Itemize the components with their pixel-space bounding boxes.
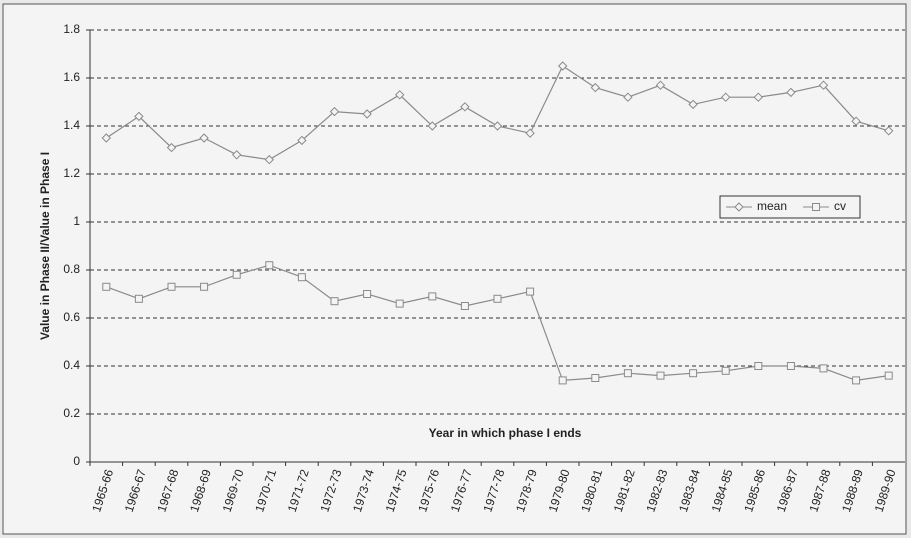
data-point xyxy=(656,371,665,380)
y-tick-label: 0.8 xyxy=(63,262,80,276)
data-point xyxy=(297,135,307,146)
data-point xyxy=(460,302,469,310)
y-tick-label: 0.4 xyxy=(63,358,80,372)
data-point xyxy=(264,154,275,165)
y-tick-label: 1.2 xyxy=(63,166,80,180)
data-point xyxy=(363,290,372,298)
y-tick-label: 1.4 xyxy=(63,118,80,132)
data-point xyxy=(623,92,633,102)
data-point xyxy=(655,80,666,90)
y-axis-label: Value in Phase II/Value in Phase I xyxy=(38,152,52,340)
data-point xyxy=(134,294,143,303)
data-point xyxy=(526,287,535,296)
y-tick-label: 1.6 xyxy=(63,70,80,84)
data-point xyxy=(558,376,567,385)
data-point xyxy=(884,371,893,380)
data-point xyxy=(557,61,568,71)
data-point xyxy=(720,92,731,102)
data-point xyxy=(721,366,730,375)
data-point xyxy=(427,121,438,131)
data-point xyxy=(754,362,763,370)
data-point xyxy=(101,133,112,143)
legend-box xyxy=(719,195,861,219)
data-point xyxy=(232,270,241,279)
data-point xyxy=(493,294,502,303)
data-point xyxy=(786,87,796,98)
y-tick-label: 0.6 xyxy=(63,310,80,324)
data-point xyxy=(297,273,306,282)
y-tick-label: 0 xyxy=(73,454,80,468)
legend-marker xyxy=(734,202,744,212)
data-point xyxy=(460,102,470,112)
data-point xyxy=(590,82,601,93)
data-point xyxy=(492,121,503,131)
data-point xyxy=(394,90,405,100)
legend-label: mean xyxy=(757,199,787,213)
data-point xyxy=(231,150,242,160)
data-point xyxy=(167,282,176,291)
data-point xyxy=(200,282,209,291)
data-point xyxy=(819,364,828,373)
data-point xyxy=(166,142,177,153)
data-point xyxy=(689,369,698,378)
data-point xyxy=(102,282,111,291)
y-tick-label: 1.8 xyxy=(63,22,80,36)
data-point xyxy=(395,299,404,308)
data-point xyxy=(330,297,339,306)
data-point xyxy=(134,111,144,122)
data-point xyxy=(753,92,764,102)
data-point xyxy=(883,126,894,136)
y-tick-label: 1 xyxy=(73,214,80,228)
data-point xyxy=(786,362,795,370)
data-point xyxy=(591,374,600,382)
data-point xyxy=(623,369,632,378)
x-axis-label: Year in which phase I ends xyxy=(429,426,582,440)
data-point xyxy=(525,128,535,138)
legend-label: cv xyxy=(834,199,846,213)
data-point xyxy=(428,292,437,301)
chart-frame xyxy=(2,3,907,535)
y-tick-label: 0.2 xyxy=(63,406,80,420)
data-point xyxy=(199,133,209,143)
legend-marker xyxy=(812,203,821,211)
data-point xyxy=(851,116,861,126)
data-point xyxy=(688,99,698,110)
data-point xyxy=(362,109,372,119)
data-point xyxy=(852,376,861,385)
data-point xyxy=(329,106,340,117)
data-point xyxy=(265,261,274,270)
data-point xyxy=(818,80,829,90)
